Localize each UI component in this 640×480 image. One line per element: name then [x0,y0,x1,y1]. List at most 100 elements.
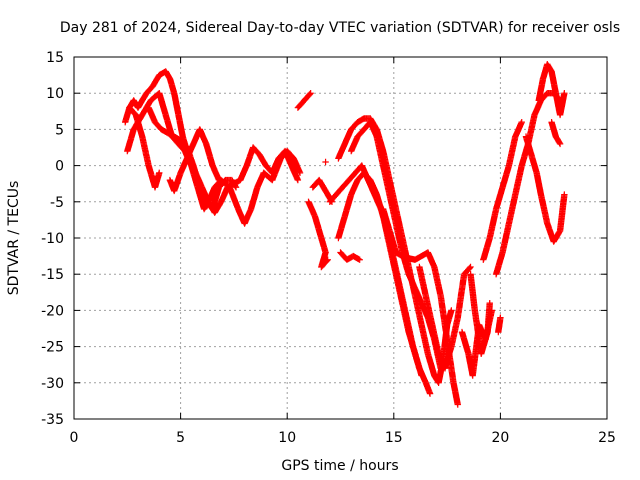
data-point [333,185,345,198]
data-series-23 [535,61,568,119]
data-point [156,90,169,117]
data-point [348,178,361,198]
data-point [254,170,267,191]
data-point [348,134,361,155]
data-point [429,321,442,356]
data-point [294,176,302,184]
data-point [209,162,222,183]
data-point [424,249,437,269]
data-point [149,73,162,90]
data-point [512,163,525,198]
data-point [341,192,354,220]
data-series-18 [467,271,493,357]
data-point [548,119,559,139]
data-point [324,256,331,263]
data-point [217,185,231,205]
data-point [418,372,425,379]
data-point [348,119,360,133]
data-point [424,350,438,378]
data-point [367,119,380,139]
data-point [411,285,425,306]
data-point [126,104,139,118]
data-point [499,221,512,256]
data-point [356,256,363,263]
data-point [196,184,209,204]
y-tick-label: 15 [46,50,64,66]
data-point [556,140,564,148]
x-tick-label: 5 [176,430,185,446]
data-point [190,162,203,190]
data-point [335,141,348,162]
data-point [215,176,223,184]
x-tick-label: 15 [385,430,403,446]
y-tick-label: -30 [41,376,64,392]
y-axis-label: SDTVAR / TECUs [6,181,22,296]
data-point [386,242,399,277]
data-point [124,127,137,155]
data-point [232,184,240,191]
data-point [305,198,318,219]
data-point [537,191,551,226]
data-point [454,401,461,408]
data-point [256,151,269,168]
data-point [448,307,455,314]
data-point [492,250,506,278]
data-point [175,140,188,154]
data-point [151,170,163,191]
data-point [316,176,331,197]
data-point [386,191,399,226]
data-point [288,162,301,183]
data-point [175,111,186,139]
data-point [448,315,461,350]
data-series-22 [522,133,568,245]
data-point [367,176,380,197]
data-point [241,207,254,227]
x-axis-label: GPS time / hours [281,458,398,474]
data-point [318,257,331,271]
data-point [341,127,354,148]
data-series-9 [322,158,329,166]
data-point [422,292,436,327]
y-tick-label: -5 [50,195,64,211]
data-point [156,169,163,177]
data-point [196,126,209,146]
data-point [454,272,468,321]
data-point [392,271,406,306]
data-point [461,264,473,278]
data-point [226,184,241,211]
data-point [499,163,512,191]
data-marks [122,61,568,408]
data-point [486,207,500,242]
data-point [203,140,216,168]
data-point [379,162,393,197]
data-point [386,227,399,255]
data-point [431,263,444,298]
data-point [561,191,568,198]
data-point [177,156,190,176]
x-tick-label: 10 [278,430,296,446]
y-tick-label: -35 [41,412,64,428]
data-point [215,177,228,191]
data-point [450,379,461,407]
data-point [411,350,425,378]
x-tick-label: 25 [598,430,616,446]
data-point [486,299,493,307]
data-point [284,147,296,161]
data-point [495,315,504,336]
data-point [139,133,152,168]
data-point [143,83,156,97]
data-point [478,330,491,357]
y-tick-label: 5 [55,122,64,138]
data-point [467,263,474,271]
data-point [171,90,182,117]
y-tick-label: -15 [41,267,64,283]
y-tick-label: -25 [41,340,64,356]
y-tick-label: -10 [41,231,64,247]
data-series-15 [379,205,461,408]
data-point [307,90,314,97]
data-point [360,169,373,183]
data-point [399,300,412,335]
data-series-4 [145,104,240,213]
data-point [228,176,239,190]
